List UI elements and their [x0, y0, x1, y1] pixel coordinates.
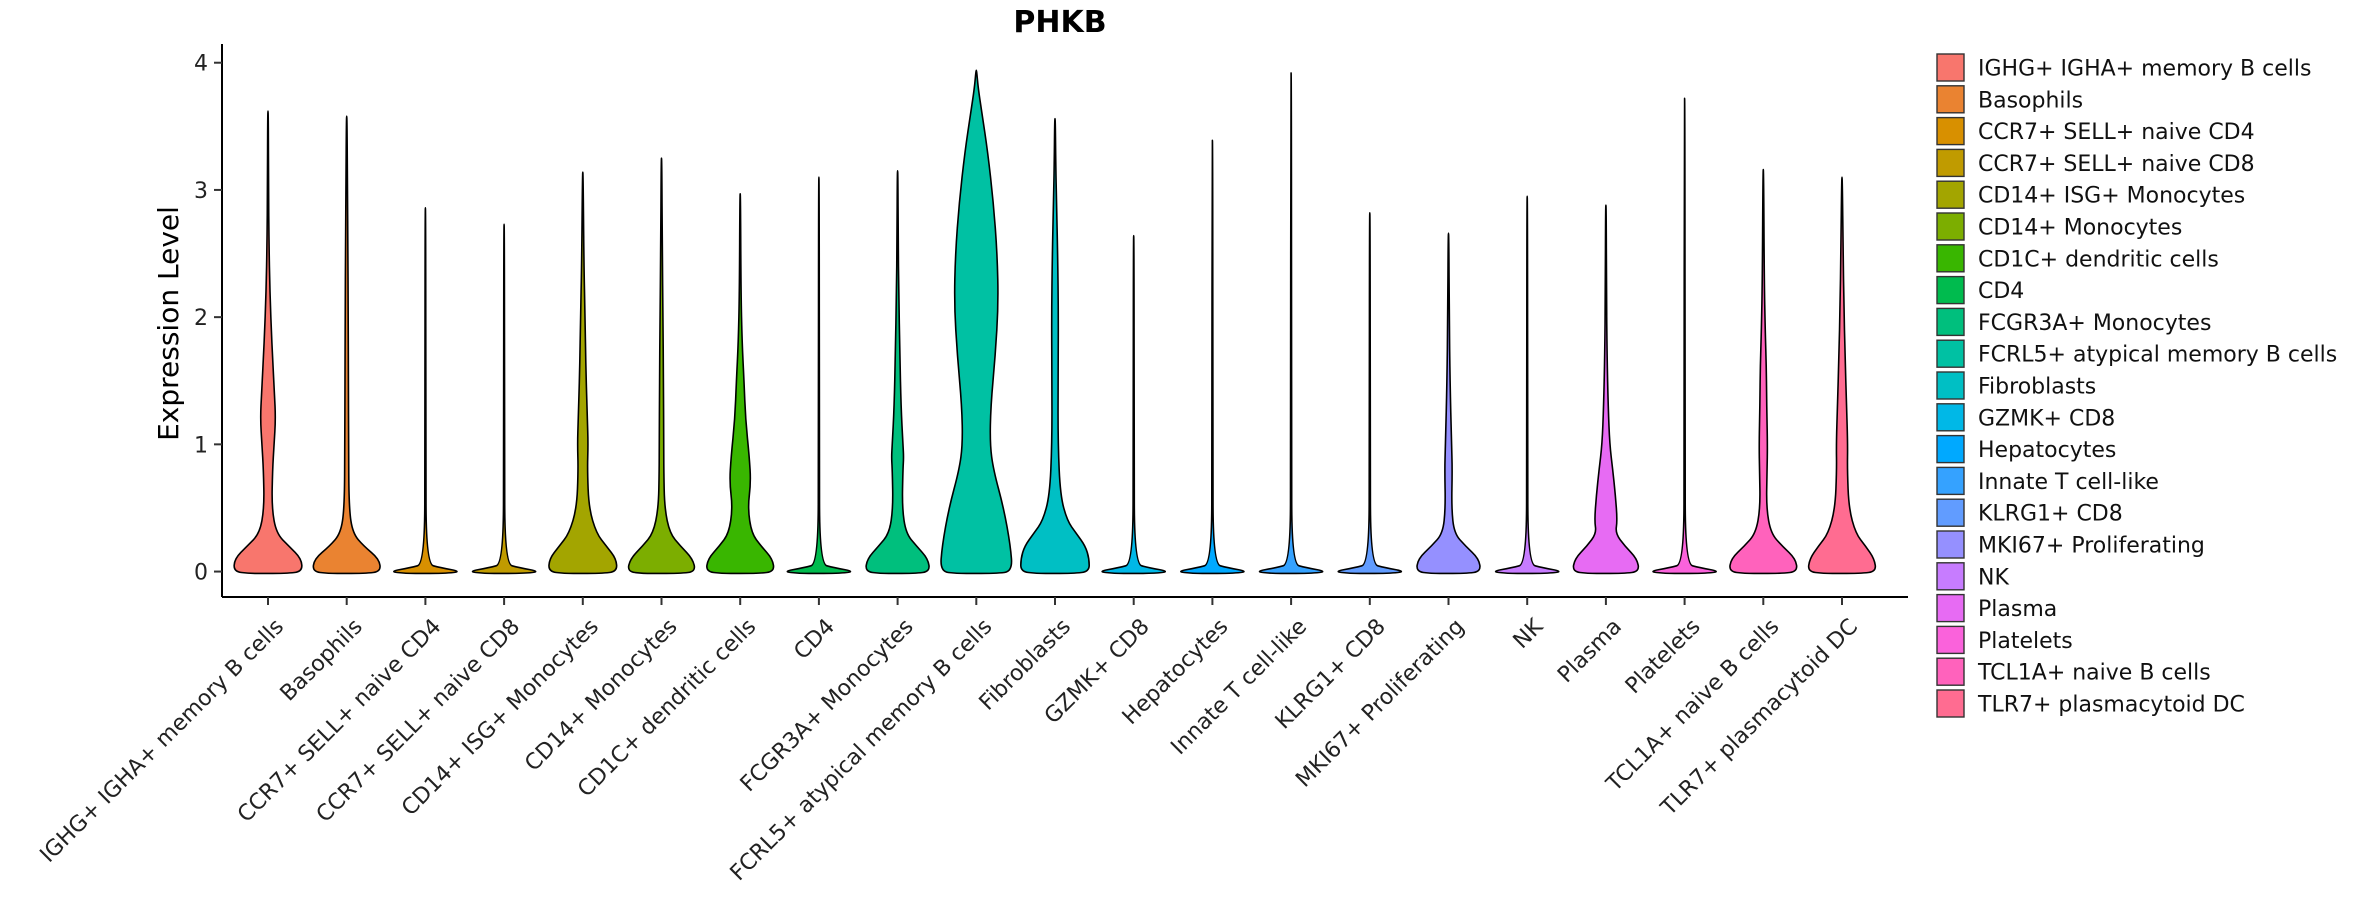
legend-key-13	[1936, 466, 1965, 496]
violin-8	[865, 170, 930, 575]
legend-key-20	[1936, 689, 1965, 718]
legend-label: CCR7+ SELL+ naive CD8	[1978, 152, 2255, 177]
legend-key-1	[1936, 85, 1965, 114]
x-tick-label: IGHG+ IGHA+ memory B cells	[36, 614, 289, 867]
violin-7	[786, 176, 852, 575]
violin-14	[1337, 212, 1403, 575]
legend-key-9	[1936, 339, 1965, 368]
x-tick-label: Plasma	[1553, 614, 1627, 688]
violin-6	[706, 192, 775, 575]
violin-18	[1652, 97, 1717, 575]
legend-label: FCRL5+ atypical memory B cells	[1978, 343, 2337, 368]
x-tick-label: Innate T cell-like	[1166, 614, 1312, 760]
legend-label: Fibroblasts	[1978, 375, 2096, 400]
violin-1	[312, 115, 381, 575]
x-tick-label: CD4	[789, 614, 839, 664]
legend-label: KLRG1+ CD8	[1978, 502, 2123, 527]
legend-key-12	[1936, 434, 1965, 464]
legend-label: MKI67+ Proliferating	[1978, 534, 2205, 559]
legend-label: Basophils	[1978, 88, 2083, 113]
legend-label: GZMK+ CD8	[1978, 406, 2115, 431]
legend-label: CCR7+ SELL+ naive CD4	[1978, 120, 2255, 145]
legend-label: Innate T cell-like	[1978, 470, 2159, 495]
violin-17	[1572, 204, 1640, 575]
legend-key-19	[1936, 657, 1965, 686]
legend-key-5	[1936, 212, 1965, 241]
legend-label: CD14+ ISG+ Monocytes	[1978, 184, 2245, 209]
chart-title: PHKB	[1013, 5, 1106, 40]
violin-9	[940, 69, 1013, 575]
violin-5	[627, 157, 696, 575]
violins	[233, 69, 1877, 575]
legend-label: NK	[1978, 565, 2009, 590]
legend-key-10	[1936, 371, 1965, 400]
violin-11	[1101, 234, 1166, 575]
legend-label: Plasma	[1978, 597, 2057, 622]
legend-key-0	[1936, 53, 1965, 82]
y-tick-label: 2	[194, 306, 208, 331]
violin-3	[471, 223, 537, 575]
y-axis: 0 1 2 3 4	[194, 44, 223, 597]
legend-key-4	[1936, 180, 1965, 209]
x-tick-label: NK	[1509, 614, 1549, 654]
violin-19	[1729, 168, 1798, 575]
legend-key-6	[1936, 244, 1965, 273]
violin-4	[548, 171, 618, 575]
legend-key-8	[1936, 307, 1965, 337]
violin-12	[1180, 139, 1245, 575]
violin-15	[1416, 232, 1481, 575]
legend-key-14	[1936, 498, 1965, 527]
y-tick-label: 0	[194, 561, 208, 586]
legend-key-17	[1936, 593, 1965, 623]
legend-label: CD4	[1978, 279, 2024, 304]
x-tick-labels: IGHG+ IGHA+ memory B cellsBasophilsCCR7+…	[36, 614, 1863, 886]
legend-label: CD14+ Monocytes	[1978, 216, 2182, 241]
y-tick-label: 4	[194, 52, 208, 77]
legend-label: CD1C+ dendritic cells	[1978, 247, 2219, 272]
legend-key-16	[1936, 562, 1965, 591]
y-axis-title: Expression Level	[152, 206, 185, 441]
legend-key-11	[1936, 403, 1965, 432]
legend-label: TLR7+ plasmacytoid DC	[1977, 693, 2245, 718]
violin-13	[1258, 72, 1324, 575]
legend-label: TCL1A+ naive B cells	[1977, 661, 2211, 686]
legend-key-15	[1936, 530, 1965, 559]
y-tick-label: 1	[194, 433, 208, 458]
violin-10	[1020, 117, 1090, 575]
x-tick-label: CD14+ Monocytes	[520, 614, 682, 776]
x-tick-label: Platelets	[1621, 614, 1706, 699]
violin-2	[393, 206, 458, 575]
legend-label: Platelets	[1978, 629, 2073, 654]
legend-label: Hepatocytes	[1978, 438, 2116, 463]
legend-label: FCGR3A+ Monocytes	[1978, 311, 2211, 336]
x-axis	[222, 596, 1908, 605]
violin-0	[233, 110, 303, 575]
violin-20	[1807, 176, 1877, 575]
legend-key-7	[1936, 275, 1965, 305]
y-tick-label: 3	[194, 179, 208, 204]
legend: IGHG+ IGHA+ memory B cells Basophils CCR7+…	[1936, 53, 2337, 718]
legend-label: IGHG+ IGHA+ memory B cells	[1978, 57, 2311, 82]
violin-16	[1494, 195, 1560, 575]
legend-key-2	[1936, 116, 1965, 146]
legend-key-3	[1936, 148, 1965, 178]
legend-key-18	[1936, 625, 1965, 655]
